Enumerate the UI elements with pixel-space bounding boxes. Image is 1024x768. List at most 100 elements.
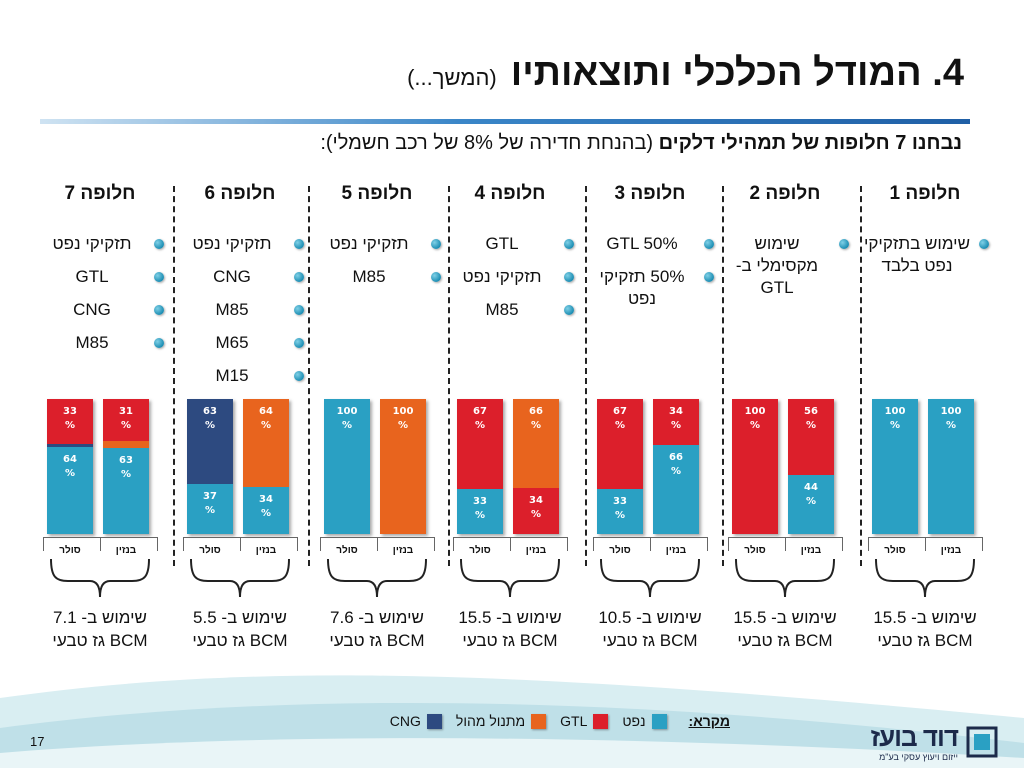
- brace-icon: [600, 558, 700, 598]
- bullet-icon: [431, 239, 441, 249]
- data-label: 31%: [119, 406, 133, 431]
- data-label: 37%: [203, 491, 217, 517]
- bullet-icon: [154, 305, 164, 315]
- bullet-icon: [294, 305, 304, 315]
- bullet-icon: [564, 305, 574, 315]
- option-header: חלופה 1: [889, 183, 961, 204]
- subtitle-rest: (בהנחת חדירה של 8% של רכב חשמלי):: [320, 132, 654, 154]
- logo-tagline: ייזום ויעוץ עסקי בע"מ: [879, 752, 958, 762]
- fuel-label-gasoline: בנזין: [940, 545, 962, 556]
- gas-usage-line: BCM גז טבעי: [462, 631, 558, 650]
- bar-segment-gas: 63%: [103, 448, 149, 534]
- gas-usage-line: שימוש ב- 15.5: [458, 608, 562, 627]
- option-header: חלופה 3: [614, 183, 686, 204]
- title-main: 4. המודל הכלכלי ותוצאותיו: [510, 52, 964, 94]
- legend-swatch-cng: [426, 713, 442, 729]
- stacked-bar-diesel: 100%: [872, 399, 918, 534]
- option-header: חלופה 5: [341, 183, 413, 204]
- data-label: 100%: [392, 406, 414, 431]
- bar-segment-gas: 34%: [243, 487, 289, 534]
- axis-tick: [593, 537, 594, 551]
- option-item: שימוש מקסימלי ב- GTL: [735, 234, 819, 297]
- axis-tick: [377, 537, 378, 551]
- column-divider: [448, 186, 450, 566]
- option-header: חלופה 4: [474, 183, 546, 204]
- option-gas-usage: שימוש ב- 15.5 BCM גז טבעי: [717, 606, 853, 652]
- bullet-icon: [294, 338, 304, 348]
- axis-tick: [925, 537, 926, 551]
- axis-tick: [650, 537, 651, 551]
- data-label: 33%: [613, 496, 627, 522]
- stacked-bar-gasoline: 56% 44%: [788, 399, 834, 534]
- bullet-icon: [839, 239, 849, 249]
- axis-tick: [868, 537, 869, 551]
- bullet-icon: [564, 272, 574, 282]
- legend-label-methanol: מתנול מהול: [455, 713, 526, 729]
- bar-segment-gas: 44%: [788, 474, 834, 534]
- axis-tick: [728, 537, 729, 551]
- axis-tick: [510, 537, 511, 551]
- axis-tick: [785, 537, 786, 551]
- stacked-bar-gasoline: 31% 63%: [103, 399, 149, 534]
- option-item: GTL: [75, 267, 109, 286]
- bar-segment-gas: 100%: [928, 399, 974, 534]
- stacked-bar-gasoline: 100%: [928, 399, 974, 534]
- option-gas-usage: שימוש ב- 5.5 BCM גז טבעי: [172, 606, 308, 652]
- data-label: 64%: [63, 453, 77, 479]
- fuel-label-diesel: סולר: [199, 545, 221, 556]
- legend-label-oil: נפט: [622, 713, 646, 729]
- bar-segment-gas: 64%: [47, 446, 93, 534]
- gas-usage-line: שימוש ב- 10.5: [598, 608, 702, 627]
- bar-segment-oil: 67%: [597, 399, 643, 490]
- axis-tick: [100, 537, 101, 551]
- fuel-label-gasoline: בנזין: [525, 545, 547, 556]
- option-gas-usage: שימוש ב- 10.5 BCM גז טבעי: [582, 606, 718, 652]
- bar-segment-gas: 100%: [324, 399, 370, 534]
- option-item: CNG: [73, 300, 111, 319]
- data-label: 34%: [259, 494, 273, 520]
- data-label: 100%: [336, 406, 358, 431]
- axis-tick: [434, 537, 435, 551]
- gas-usage-line: BCM גז טבעי: [877, 631, 973, 650]
- bar-segment-oil: 34%: [653, 399, 699, 445]
- data-label: 56%: [804, 406, 818, 431]
- option-item: תזקיקי נפט: [52, 234, 132, 253]
- data-label: 34%: [529, 495, 543, 521]
- logo-mark-icon: [966, 726, 998, 758]
- bar-segment-oil: 34%: [513, 488, 559, 534]
- data-label: 67%: [473, 406, 487, 431]
- bar-segment-oil: 56%: [788, 399, 834, 475]
- subtitle: נבחנו 7 חלופות של תמהילי דלקים (בהנחת חד…: [62, 132, 962, 155]
- axis-tick: [240, 537, 241, 551]
- data-label: 100%: [884, 406, 906, 431]
- option-header: חלופה 6: [204, 183, 276, 204]
- bullet-icon: [564, 239, 574, 249]
- brace-icon: [875, 558, 975, 598]
- fuel-label-gasoline: בנזין: [800, 545, 822, 556]
- stacked-bar-diesel: 100%: [324, 399, 370, 534]
- bar-segment-gtl: 66%: [513, 399, 559, 489]
- bullet-icon: [294, 239, 304, 249]
- gas-usage-line: BCM גז טבעי: [52, 631, 148, 650]
- brace-icon: [50, 558, 150, 598]
- legend-label-cng: CNG: [389, 713, 421, 729]
- data-label: 63%: [119, 455, 133, 481]
- stacked-bar-gasoline: 66% 34%: [513, 399, 559, 534]
- column-divider: [860, 186, 862, 566]
- stacked-bar-diesel: 67% 33%: [457, 399, 503, 534]
- fuel-label-diesel: סולר: [59, 545, 81, 556]
- bar-segment-cng: [47, 444, 93, 447]
- bar-segment-oil: 33%: [47, 399, 93, 444]
- bar-segment-gas: 37%: [187, 484, 233, 534]
- legend-title: מקרא:: [688, 713, 730, 729]
- option-item: שימוש בתזקיקי נפט בלבד: [863, 234, 970, 275]
- axis-tick: [183, 537, 184, 551]
- option-header: חלופה 2: [749, 183, 821, 204]
- title-rule: [40, 119, 970, 124]
- bullet-icon: [154, 239, 164, 249]
- axis-tick: [982, 537, 983, 551]
- bar-segment-gtl: [103, 441, 149, 449]
- option-header: חלופה 7: [64, 183, 136, 204]
- brace-icon: [735, 558, 835, 598]
- option-item: CNG: [213, 267, 251, 286]
